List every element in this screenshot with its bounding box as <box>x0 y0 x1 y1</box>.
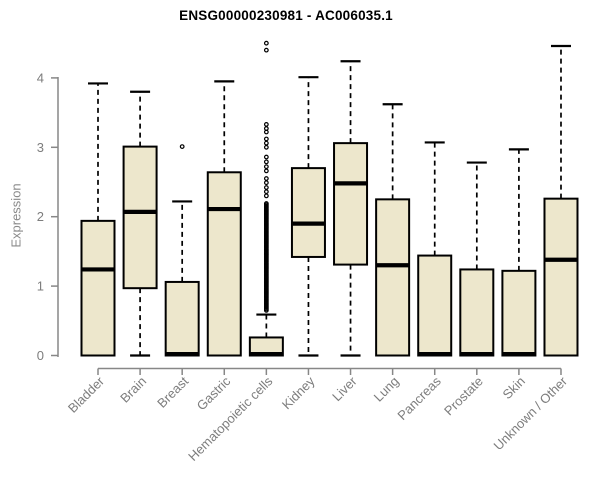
box-rect <box>80 219 116 357</box>
boxplot-kidney <box>290 76 326 357</box>
outlier-point <box>263 185 269 190</box>
boxplot-brain <box>122 90 158 357</box>
box-rect <box>417 254 453 357</box>
x-category-label: Brain <box>117 374 149 406</box>
box-rect <box>333 142 369 266</box>
x-category-label: Bladder <box>65 373 108 416</box>
box-rect <box>206 171 242 357</box>
box-rect <box>501 269 537 357</box>
chart-title: ENSG00000230981 - AC006035.1 <box>179 8 393 23</box>
box-rect <box>164 280 200 357</box>
y-tick-label: 4 <box>37 70 44 85</box>
x-category-label: Lung <box>371 374 402 405</box>
outlier-point <box>263 180 269 186</box>
outlier-point <box>263 47 269 53</box>
x-category-label: Liver <box>329 373 360 404</box>
boxplot-unknown-other <box>543 44 579 357</box>
boxplot-bladder <box>80 82 116 357</box>
boxplot-skin <box>501 148 537 357</box>
boxplot-lung <box>375 103 411 357</box>
outlier-point <box>263 201 269 206</box>
box-rect <box>290 167 326 258</box>
x-category-label: Pancreas <box>394 373 444 423</box>
outlier-point <box>263 144 269 150</box>
boxplot-gastric <box>206 80 242 357</box>
x-category-label: Breast <box>154 373 191 410</box>
outlier-point <box>263 121 269 127</box>
outlier-point <box>263 40 269 46</box>
x-category-label: Prostate <box>441 374 486 419</box>
outlier-point <box>263 140 269 146</box>
outlier-point <box>263 136 269 142</box>
outlier-point <box>263 189 269 195</box>
y-tick-label: 3 <box>37 140 44 155</box>
x-category-label: Unknown / Other <box>491 373 571 453</box>
outlier-point <box>263 154 269 160</box>
outlier-point <box>179 144 185 150</box>
y-tick-label: 0 <box>37 348 44 363</box>
box-rect <box>122 145 158 290</box>
y-tick-label: 2 <box>37 209 44 224</box>
boxplot-prostate <box>459 161 495 357</box>
outlier-point <box>263 168 269 174</box>
x-category-label: Gastric <box>194 373 234 413</box>
boxplot-liver <box>333 60 369 357</box>
x-category-label: Skin <box>500 374 528 402</box>
outlier-point <box>263 193 269 199</box>
outlier-point <box>263 159 269 165</box>
boxplot-hematopoietic-cells <box>248 40 284 357</box>
outlier-point <box>263 164 269 170</box>
box-rect <box>375 198 411 357</box>
outlier-point <box>263 126 269 131</box>
outlier-point <box>263 176 269 181</box>
box-rect <box>543 197 579 357</box>
y-tick-label: 1 <box>37 279 44 294</box>
x-category-label: Kidney <box>279 373 318 412</box>
boxplot-pancreas <box>417 141 453 357</box>
boxplot-breast <box>164 144 200 357</box>
box-rect <box>459 268 495 357</box>
